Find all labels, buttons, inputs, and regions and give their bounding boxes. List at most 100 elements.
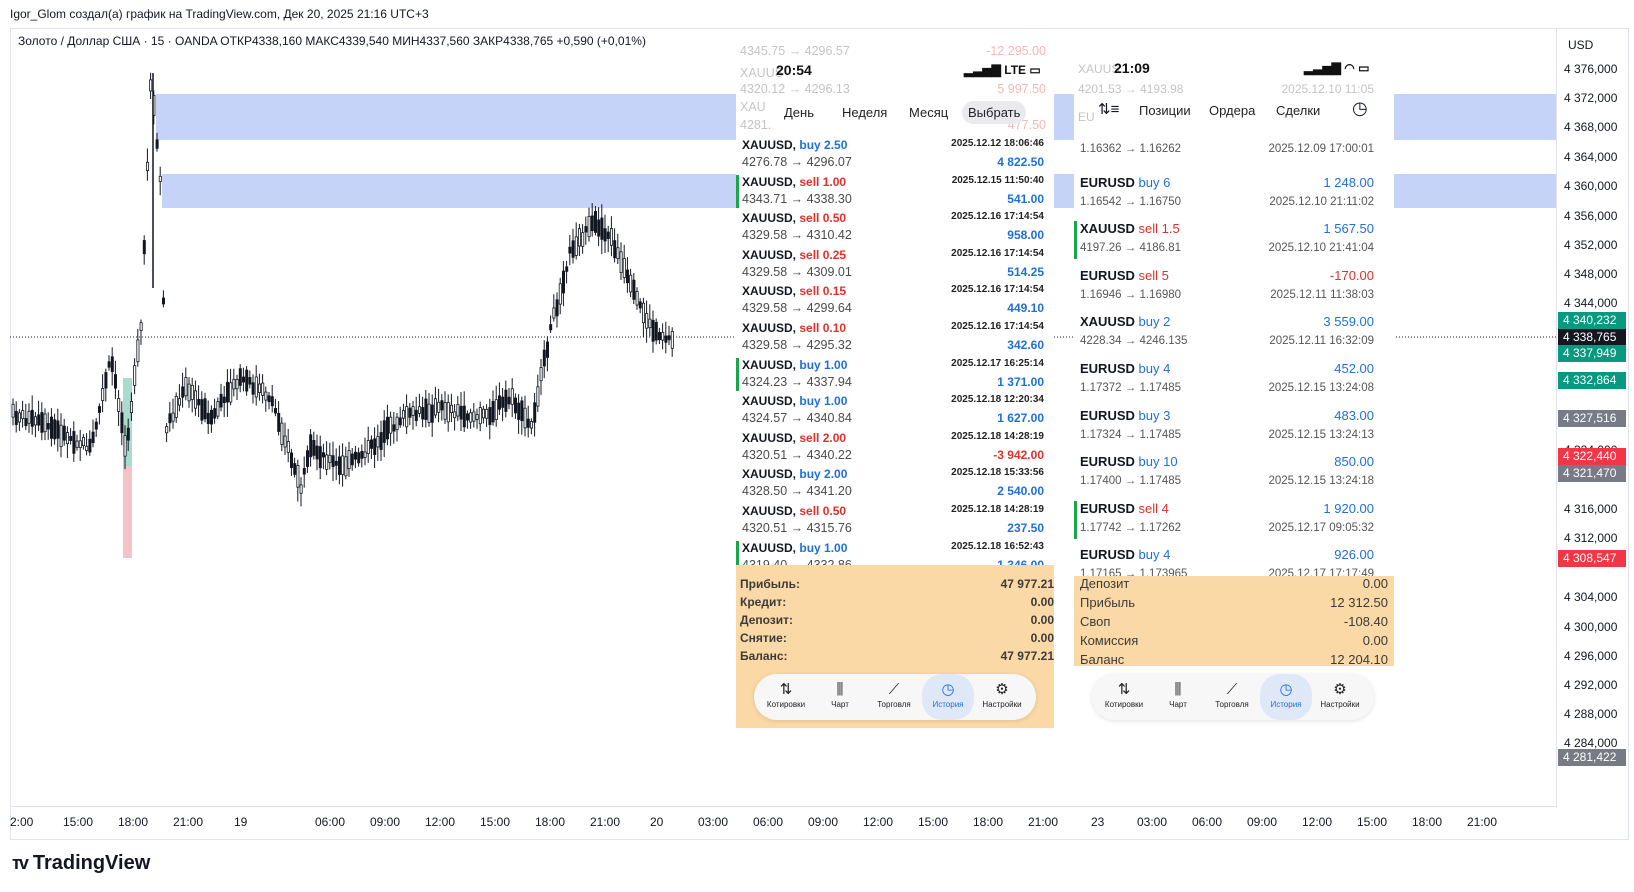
summary-value: 0.00	[1030, 631, 1054, 645]
nav-item-trade[interactable]: ⟋ Торговля	[1206, 674, 1258, 720]
sort-icon[interactable]: ⇅≡	[1098, 101, 1120, 118]
time-tick: 15:00	[918, 815, 949, 829]
candle	[465, 413, 469, 421]
trade-side: sell	[799, 211, 820, 226]
trade-row[interactable]: XAUUSD, sell 0.25 4329.58 → 4309.01 2025.1…	[736, 246, 1054, 283]
candle	[542, 349, 546, 367]
candle	[360, 450, 364, 459]
trade-row[interactable]: XAUUSD, sell 0.50 4329.58 → 4310.42 2025.1…	[736, 209, 1054, 246]
symbol-name: XAUUSD,	[742, 247, 797, 262]
trade-symbol: XAUUSD, buy 1.00	[742, 358, 847, 372]
trade-row[interactable]: EURUSD sell 4 1 920.00 1.17742 → 1.17262 20…	[1074, 499, 1394, 545]
mt-history-screenshot-right: XAUUS 4201.53 → 4193.98 2025.12.10 11:05 EU…	[1074, 40, 1394, 728]
time-tick: 03:00	[698, 815, 729, 829]
symbol-name: XAUUSD,	[742, 174, 797, 189]
summary-label: Кредит:	[740, 595, 787, 609]
candle	[549, 324, 553, 331]
trade-row[interactable]: XAUUSD, sell 2.00 4320.51 → 4340.22 2025.1…	[736, 429, 1054, 466]
trade-row[interactable]: EURUSD buy 6 1 248.00 1.16542 → 1.16750 202…	[1074, 173, 1394, 219]
candle	[642, 302, 646, 324]
candle	[177, 398, 181, 406]
trade-row[interactable]: XAUUSD, buy 1.00 4324.23 → 4337.94 2025.12…	[736, 356, 1054, 393]
trade-row[interactable]: XAUUSD, buy 1.00 4324.57 → 4340.84 2025.12…	[736, 392, 1054, 429]
summary-line: Комиссия 0.00	[1080, 633, 1388, 651]
price-scale[interactable]: 4 376,000 4 372,000 4 368,000 4 364,000 4 36…	[1556, 28, 1628, 808]
trade-row[interactable]: EURUSD buy 10 850.00 1.17400 → 1.17485 2025…	[1074, 452, 1394, 498]
trade-row[interactable]: XAUUSD, sell 0.50 4320.51 → 4315.76 2025.1…	[736, 502, 1054, 539]
trade-row[interactable]: XAUUSD sell 1.5 1 567.50 4197.26 → 4186.81…	[1074, 219, 1394, 265]
nav-item-settings[interactable]: ⚙ Настройки	[976, 674, 1028, 720]
trade-prices: 1.16542 → 1.16750	[1080, 195, 1182, 208]
symbol-legend[interactable]: Золото / Доллар США · 15 · OANDA ОТКР433…	[18, 34, 646, 48]
nav-item-trade[interactable]: ⟋ Торговля	[868, 674, 920, 720]
period-tab[interactable]: День	[784, 105, 814, 120]
history-tab[interactable]: Позиции	[1139, 103, 1191, 118]
time-tick: 18:00	[118, 815, 149, 829]
nav-item-history[interactable]: ◷ История	[1260, 674, 1312, 720]
candle	[88, 438, 92, 453]
candle	[30, 409, 34, 427]
period-tab[interactable]: Месяц	[909, 105, 949, 120]
clock-icon[interactable]: ◷	[1352, 98, 1368, 118]
trade-side: sell	[799, 504, 820, 518]
candle	[283, 435, 287, 448]
candle	[98, 406, 102, 413]
trade-row[interactable]: XAUUSD, buy 2.50 4276.78 → 4296.07 2025.12…	[736, 136, 1054, 173]
candle	[670, 331, 674, 349]
trade-row[interactable]: XAUUSD, buy 2.00 4328.50 → 4341.20 2025.12…	[736, 465, 1054, 502]
summary-label: Депозит	[1080, 576, 1130, 591]
trade-profit: 1 627.00	[997, 411, 1044, 426]
nav-item-history[interactable]: ◷ История	[922, 674, 974, 720]
nav-item-quotes[interactable]: ⇅ Котировки	[760, 674, 812, 720]
candle	[437, 401, 441, 413]
candle	[507, 396, 511, 405]
candle	[286, 441, 290, 453]
summary-value: 0.00	[1362, 633, 1388, 648]
candle	[555, 299, 559, 317]
candle	[264, 391, 268, 401]
time-tick: 12:00	[863, 815, 894, 829]
price-tick: 4 284,000	[1564, 736, 1618, 750]
trade-profit: 1 248.00	[1323, 174, 1374, 190]
summary-line: Баланс 12 204.10	[1080, 652, 1388, 670]
time-axis[interactable]: 2:00 15:00 18:00 21:00 19 06:00 09:00 12:00 15:0…	[10, 806, 1556, 841]
time-tick: 15:00	[1357, 815, 1388, 829]
trade-row[interactable]: 1.16362 → 1.16262 2025.12.09 17:00:01	[1074, 120, 1394, 166]
trade-row[interactable]: EURUSD sell 5 -170.00 1.16946 → 1.16980 202…	[1074, 266, 1394, 312]
trade-row[interactable]: XAUUSD buy 2 3 559.00 4228.34 → 4246.135 20…	[1074, 312, 1394, 358]
nav-item-chart[interactable]: ⫼ Чарт	[1152, 674, 1204, 720]
trade-volume: 2.00	[824, 467, 848, 482]
period-tab[interactable]: Выбрать	[962, 101, 1027, 124]
trade-row[interactable]: EURUSD buy 3 483.00 1.17324 → 1.17485 2025.…	[1074, 406, 1394, 452]
candle	[341, 455, 345, 476]
candle	[149, 79, 153, 92]
candle	[363, 451, 367, 458]
trade-prices: 1.17372 → 1.17485	[1080, 382, 1182, 394]
summary-value: 0.00	[1030, 595, 1054, 609]
candle	[257, 383, 261, 393]
nav-item-chart[interactable]: ⫼ Чарт	[814, 674, 866, 720]
time-tick: 18:00	[535, 815, 566, 829]
history-tab[interactable]: Ордера	[1209, 103, 1256, 118]
trade-row[interactable]: XAUUSD, sell 0.15 4329.58 → 4299.64 2025.1…	[736, 282, 1054, 319]
trade-volume: 6	[1163, 174, 1171, 190]
account-summary: Депозит 0.00 Прибыль 12 312.50 Своп -108.40 Ко…	[1074, 576, 1394, 667]
trade-row[interactable]: XAUUSD, sell 1.00 4343.71 → 4338.30 2025.1…	[736, 173, 1054, 210]
trade-side: buy	[799, 467, 821, 482]
nav-item-settings[interactable]: ⚙ Настройки	[1314, 674, 1366, 720]
candle	[27, 410, 31, 424]
candle	[587, 215, 591, 238]
history-tab[interactable]: Сделки	[1276, 103, 1321, 118]
nav-item-quotes[interactable]: ⇅ Котировки	[1098, 674, 1150, 720]
tradingview-logo-icon: ᴛᴠ	[12, 853, 29, 873]
candle	[462, 405, 466, 428]
currency-label[interactable]: USD	[1568, 38, 1594, 52]
candle	[648, 318, 652, 329]
period-tab[interactable]: Неделя	[842, 105, 888, 120]
trade-symbol: EURUSD sell 4	[1080, 501, 1169, 516]
trade-row[interactable]: EURUSD buy 4 452.00 1.17372 → 1.17485 2025.…	[1074, 359, 1394, 405]
candle	[206, 412, 210, 425]
candle	[379, 432, 383, 450]
trade-row[interactable]: XAUUSD, sell 0.10 4329.58 → 4295.32 2025.1…	[736, 319, 1054, 356]
time-tick: 18:00	[1412, 815, 1443, 829]
